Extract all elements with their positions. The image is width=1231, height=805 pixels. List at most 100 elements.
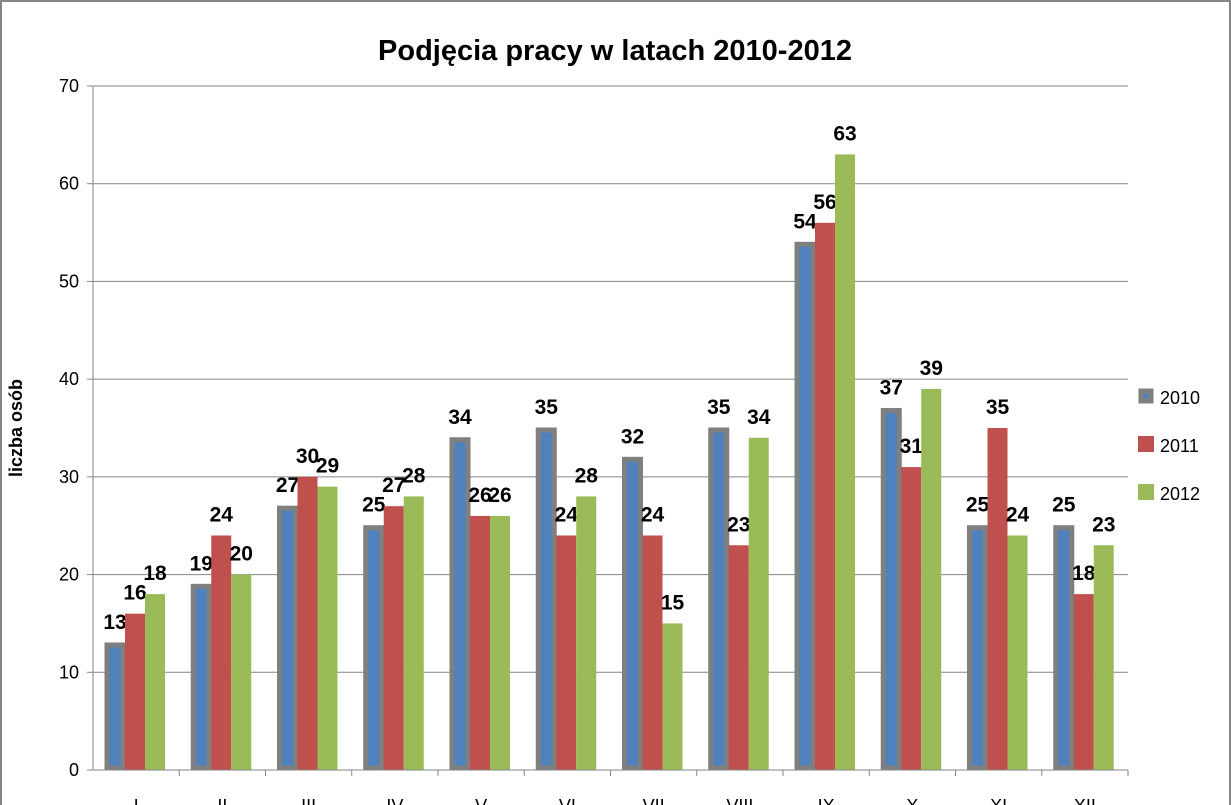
bar — [987, 428, 1008, 770]
y-tick-label: 30 — [59, 467, 79, 487]
x-tick-label: XI — [990, 796, 1007, 805]
x-tick-label: II — [217, 796, 227, 805]
bar — [835, 154, 855, 770]
data-label: 28 — [575, 464, 599, 487]
y-tick-label: 60 — [59, 174, 79, 194]
data-label: 39 — [920, 357, 943, 380]
data-label: 35 — [707, 396, 731, 419]
y-tick-label: 40 — [59, 369, 79, 389]
legend-label: 2012 — [1160, 484, 1200, 504]
data-label: 31 — [900, 435, 924, 458]
legend-marker — [1138, 436, 1154, 452]
bar — [921, 388, 942, 770]
legend-marker — [1138, 484, 1154, 500]
data-label: 27 — [276, 474, 299, 497]
data-label: 26 — [468, 484, 491, 507]
bar — [190, 583, 212, 771]
data-label: 19 — [190, 552, 213, 575]
data-label: 23 — [727, 513, 750, 536]
bar — [1007, 535, 1028, 770]
bar — [317, 486, 338, 770]
x-tick-label: III — [301, 796, 316, 805]
bar — [1073, 594, 1094, 770]
x-tick-label: IV — [386, 796, 403, 805]
bar — [231, 574, 252, 770]
x-tick-label: V — [475, 796, 487, 805]
x-tick-label: XII — [1074, 796, 1096, 805]
bar — [967, 525, 988, 771]
bar — [748, 437, 769, 770]
data-label: 24 — [641, 503, 665, 526]
y-tick-label: 50 — [59, 271, 79, 291]
bar — [622, 456, 643, 771]
data-label: 27 — [382, 474, 405, 497]
data-label: 35 — [986, 396, 1010, 419]
data-label: 30 — [296, 445, 319, 468]
x-tick-label: I — [134, 796, 139, 805]
bar — [470, 515, 490, 770]
data-label: 37 — [880, 376, 903, 399]
data-label: 18 — [1072, 562, 1096, 585]
bar — [125, 613, 145, 770]
bar — [363, 525, 385, 771]
bar — [104, 642, 126, 771]
x-tick-label: VII — [643, 796, 665, 805]
data-label: 56 — [813, 191, 836, 214]
x-tick-label: VIII — [726, 796, 753, 805]
y-tick-label: 0 — [69, 760, 79, 780]
data-label: 34 — [448, 406, 472, 429]
data-label: 16 — [123, 582, 146, 605]
data-label: 32 — [621, 425, 644, 448]
data-label: 25 — [362, 494, 386, 517]
data-label: 25 — [1052, 494, 1076, 517]
bar — [490, 515, 510, 770]
y-tick-label: 20 — [59, 565, 79, 585]
data-label: 34 — [747, 406, 771, 429]
bar — [556, 535, 577, 770]
data-label: 35 — [535, 396, 559, 419]
x-tick-label: X — [906, 796, 918, 805]
data-label: 20 — [230, 543, 253, 566]
bar — [211, 535, 232, 770]
legend-label: 2010 — [1160, 388, 1200, 408]
bar — [535, 427, 557, 771]
bar — [662, 623, 683, 770]
bar — [403, 496, 424, 770]
bar — [901, 467, 922, 770]
data-label: 24 — [210, 503, 234, 526]
bar — [383, 506, 404, 770]
bar — [297, 476, 318, 770]
y-tick-label: 70 — [59, 76, 79, 96]
x-tick-label: IX — [818, 796, 835, 805]
bar — [815, 222, 835, 771]
data-label: 13 — [103, 611, 126, 634]
y-axis-title: liczba osób — [6, 379, 26, 477]
legend-marker — [1138, 388, 1154, 404]
y-tick-label: 10 — [59, 662, 79, 682]
bar — [794, 241, 816, 771]
bar — [728, 545, 749, 770]
legend-label: 2011 — [1160, 436, 1199, 456]
bar — [449, 437, 471, 771]
chart-title: Podjęcia pracy w latach 2010-2012 — [378, 35, 852, 67]
bar — [1053, 525, 1075, 771]
data-label: 25 — [966, 494, 990, 517]
data-label: 63 — [833, 122, 856, 145]
data-label: 24 — [1006, 503, 1030, 526]
data-label: 15 — [661, 591, 685, 614]
data-label: 28 — [402, 464, 426, 487]
data-label: 26 — [488, 484, 511, 507]
x-tick-label: VI — [559, 796, 576, 805]
bar — [642, 535, 663, 770]
data-label: 24 — [555, 503, 579, 526]
bar — [880, 407, 902, 771]
bar — [145, 594, 165, 770]
bar — [1093, 545, 1114, 770]
bar — [277, 505, 298, 771]
data-label: 23 — [1092, 513, 1115, 536]
bar — [576, 496, 597, 770]
data-label: 18 — [143, 562, 167, 585]
data-label: 54 — [793, 210, 817, 233]
bar — [708, 427, 730, 771]
